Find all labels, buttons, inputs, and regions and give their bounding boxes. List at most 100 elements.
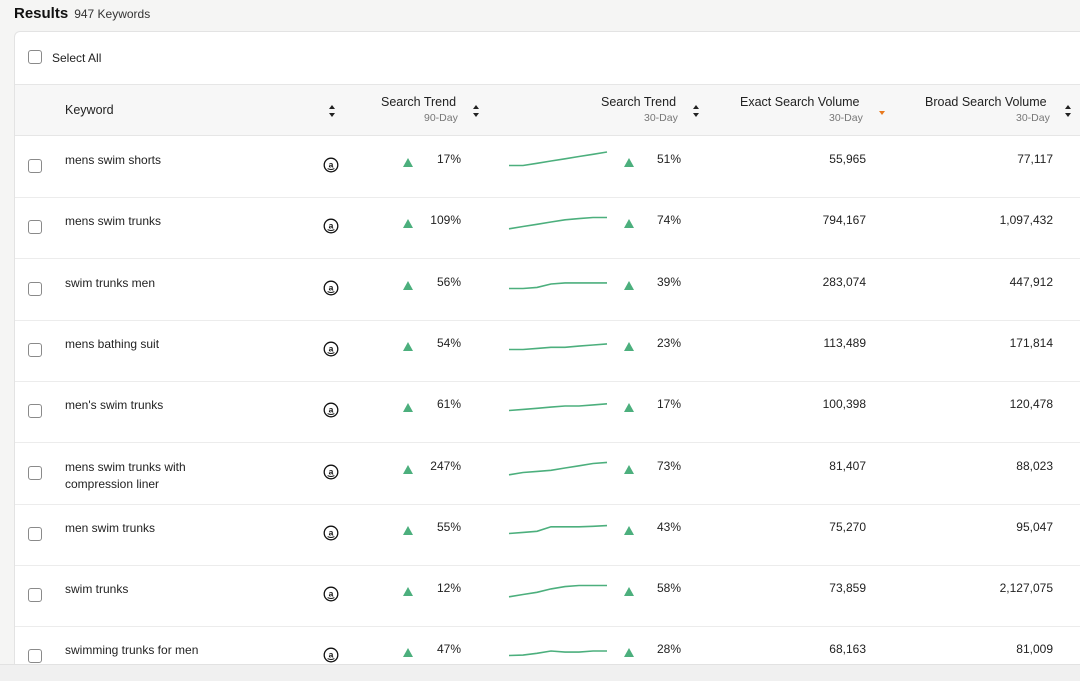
trend-up-icon [624, 644, 634, 658]
row-checkbox[interactable] [28, 404, 42, 419]
row-checkbox[interactable] [28, 281, 42, 296]
column-subheader-trend90: 90-Day [424, 112, 458, 124]
table-row[interactable]: mens swim shorts a 17% 51% 55,965 77,117 [15, 136, 1080, 198]
table-row[interactable]: swim trunks a 12% 58% 73,859 2,127,075 [15, 565, 1080, 628]
amazon-icon[interactable]: a [323, 402, 339, 418]
table-header: Keyword Search Trend 90-Day Search Trend… [15, 85, 1080, 136]
trend90-value: 247% [430, 458, 461, 473]
sort-keyword-icon[interactable] [328, 104, 336, 118]
svg-text:a: a [329, 221, 334, 231]
table-row[interactable]: swimming trunks for men a 47% 28% 68,163 81,0… [15, 626, 1080, 672]
table-row[interactable]: men swim trunks a 55% 43% 75,270 95,047 [15, 504, 1080, 566]
broad-volume-value: 120,478 [1009, 397, 1053, 412]
amazon-icon[interactable]: a [323, 586, 339, 602]
keyword-text[interactable]: swim trunks men [65, 275, 156, 290]
table-row[interactable]: swim trunks men a 56% 39% 283,074 447,912 [15, 259, 1080, 321]
amazon-icon[interactable]: a [323, 218, 339, 234]
exact-volume-value: 73,859 [829, 581, 866, 596]
exact-volume-value: 55,965 [829, 152, 866, 166]
table-row[interactable]: mens swim trunks a 109% 74% 794,167 1,097,432 [15, 197, 1080, 260]
keyword-text[interactable]: mens swim trunks [65, 214, 162, 229]
row-checkbox[interactable] [28, 220, 42, 235]
table-row[interactable]: mens bathing suit a 54% 23% 113,489 171,814 [15, 320, 1080, 382]
sparkline-chart [509, 151, 608, 167]
sort-trend30-icon[interactable] [692, 104, 700, 118]
trend-up-icon [403, 154, 413, 167]
select-all-bar: Select All [15, 32, 1080, 85]
row-checkbox[interactable] [28, 465, 42, 480]
table-row[interactable]: men's swim trunks a 61% 17% 100,398 120,478 [15, 381, 1080, 444]
amazon-icon[interactable]: a [323, 341, 339, 357]
column-header-trend90[interactable]: Search Trend [381, 95, 457, 109]
keyword-text[interactable]: mens swim trunks with compression liner [65, 459, 186, 491]
broad-volume-value: 81,009 [1016, 642, 1053, 657]
keyword-text[interactable]: mens swim shorts [65, 153, 162, 167]
broad-volume-value: 77,117 [1017, 152, 1053, 166]
column-header-trend30[interactable]: Search Trend [601, 95, 677, 109]
amazon-icon[interactable]: a [323, 525, 339, 541]
broad-volume-value: 447,912 [1009, 274, 1053, 289]
sparkline-chart [508, 584, 607, 598]
trend90-value: 55% [436, 519, 461, 534]
amazon-icon[interactable]: a [323, 280, 339, 296]
trend30-value: 28% [656, 642, 681, 657]
trend-up-icon [403, 583, 413, 597]
keyword-text[interactable]: mens bathing suit [65, 336, 160, 351]
keyword-text[interactable]: swim trunks [65, 582, 129, 597]
trend-up-icon [403, 399, 413, 413]
column-subheader-exact-volume: 30-Day [829, 112, 863, 124]
keyword-text[interactable]: men swim trunks [65, 520, 156, 535]
trend90-value: 109% [430, 213, 461, 228]
keyword-count: 947 Keywords [74, 7, 151, 21]
sparkline-chart [508, 524, 608, 535]
svg-text:a: a [329, 589, 334, 599]
trend30-value: 51% [656, 152, 681, 166]
sort-broad-volume-icon[interactable] [1064, 104, 1072, 118]
amazon-icon[interactable]: a [323, 647, 339, 663]
column-header-broad-volume[interactable]: Broad Search Volume [925, 95, 1047, 109]
svg-text:a: a [329, 466, 334, 476]
row-checkbox[interactable] [28, 526, 42, 541]
svg-text:a: a [329, 527, 334, 537]
trend30-value: 23% [656, 335, 681, 350]
row-checkbox[interactable] [28, 649, 42, 664]
broad-volume-value: 171,814 [1009, 335, 1053, 350]
sparkline-chart [508, 650, 607, 657]
select-all-label[interactable]: Select All [52, 51, 102, 65]
trend30-value: 58% [656, 581, 681, 596]
sort-trend90-icon[interactable] [472, 104, 480, 118]
exact-volume-value: 81,407 [829, 458, 866, 473]
trend-up-icon [624, 277, 634, 290]
trend-up-icon [624, 522, 634, 535]
broad-volume-value: 1,097,432 [999, 213, 1053, 228]
row-checkbox[interactable] [28, 342, 42, 357]
trend90-value: 61% [436, 397, 461, 412]
trend-up-icon [403, 215, 413, 229]
trend90-value: 56% [436, 274, 461, 289]
exact-volume-value: 100,398 [822, 397, 866, 412]
svg-text:a: a [329, 160, 334, 170]
trend-up-icon [403, 461, 413, 474]
table-row[interactable]: mens swim trunks with compression liner a… [15, 443, 1080, 505]
row-checkbox[interactable] [28, 159, 42, 173]
trend30-value: 74% [656, 213, 681, 228]
trend-up-icon [624, 461, 634, 474]
column-header-exact-volume[interactable]: Exact Search Volume [740, 95, 860, 109]
column-header-keyword[interactable]: Keyword [65, 103, 114, 117]
sparkline-chart [509, 281, 607, 289]
select-all-checkbox[interactable] [28, 50, 42, 64]
amazon-icon[interactable]: a [323, 157, 339, 173]
bottom-scroll-edge [0, 664, 1080, 681]
exact-volume-value: 283,074 [822, 274, 866, 289]
trend30-value: 17% [656, 397, 681, 412]
exact-volume-value: 68,163 [829, 642, 866, 657]
keyword-text[interactable]: swimming trunks for men [65, 643, 199, 658]
trend90-value: 54% [436, 335, 461, 350]
amazon-icon[interactable]: a [323, 464, 339, 480]
sort-desc-active-icon[interactable] [878, 104, 886, 118]
sparkline-chart [509, 342, 608, 351]
svg-text:a: a [329, 650, 334, 660]
row-checkbox[interactable] [28, 588, 42, 603]
keyword-text[interactable]: men's swim trunks [65, 398, 164, 413]
trend-up-icon [403, 277, 413, 290]
